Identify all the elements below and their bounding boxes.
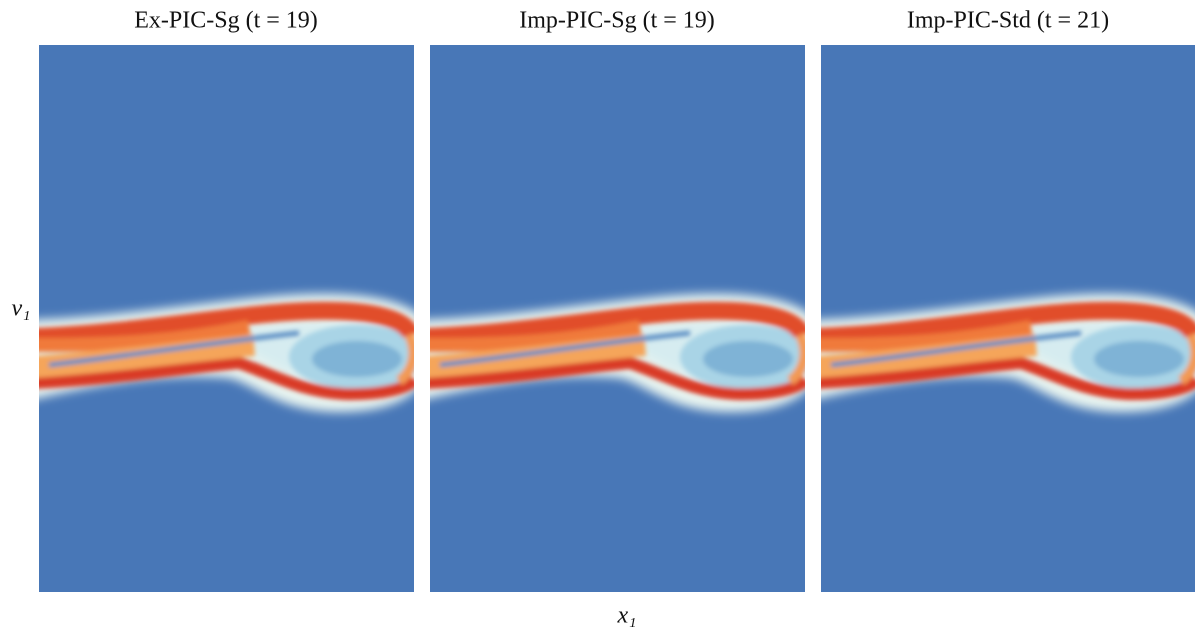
x-axis-label: x₁ [617,603,637,629]
heatmap [420,45,816,592]
panel-title: Imp-PIC-Sg (t = 19) [519,8,715,34]
heatmap [811,45,1195,592]
y-axis-label: v₁ [12,296,31,322]
panel-title: Ex-PIC-Sg (t = 19) [134,8,318,34]
panel-title: Imp-PIC-Std (t = 21) [907,8,1109,34]
heatmap [29,45,425,592]
